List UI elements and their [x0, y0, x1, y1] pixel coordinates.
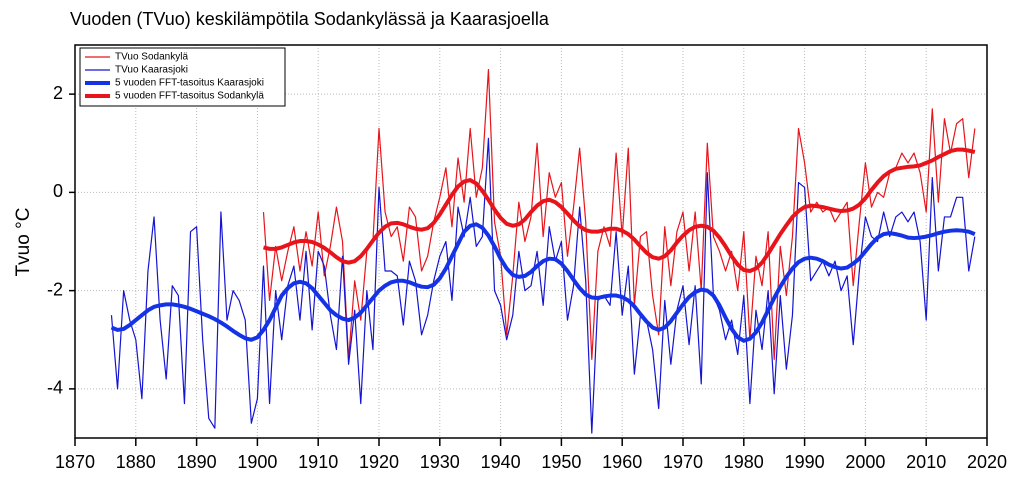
- x-tick-label: 1880: [116, 452, 156, 472]
- legend-box: [79, 47, 286, 107]
- series-line: [262, 68, 976, 360]
- x-tick-label: 1930: [420, 452, 460, 472]
- x-tick-label: 2010: [906, 452, 946, 472]
- legend-label: TVuo Sodankylä: [115, 52, 188, 63]
- axes: 1870 1880 1890 1900 1910 1920 1930 1940 1950 1960…: [47, 83, 1007, 472]
- y-tick-label: -4: [47, 378, 63, 398]
- x-tick-label: 1960: [602, 452, 642, 472]
- y-tick-label: -2: [47, 279, 63, 299]
- legend-label: 5 vuoden FFT-tasoitus Kaarasjoki: [115, 78, 264, 89]
- lines: [110, 68, 976, 434]
- x-tick-label: 2000: [845, 452, 885, 472]
- chart-title: Vuoden (TVuo) keskilämpötila Sodankyläss…: [70, 9, 550, 29]
- series-line: [110, 222, 976, 343]
- x-tick-label: 1970: [663, 452, 703, 472]
- series-line: [110, 137, 976, 434]
- x-tick-label: 1920: [359, 452, 399, 472]
- legend-label: TVuo Kaarasjoki: [115, 65, 188, 76]
- x-tick-label: 1950: [541, 452, 581, 472]
- x-tick-label: 1940: [481, 452, 521, 472]
- x-tick-label: 1990: [785, 452, 825, 472]
- y-tick-label: 2: [53, 83, 63, 103]
- x-tick-label: 1980: [724, 452, 764, 472]
- plot-frame: [74, 44, 988, 439]
- legend: TVuo Sodankylä TVuo Kaarasjoki 5 vuoden FF…: [79, 47, 286, 107]
- x-tick-label: 1870: [55, 452, 95, 472]
- x-tick-label: 1910: [298, 452, 338, 472]
- x-tick-label: 1900: [237, 452, 277, 472]
- x-tick-label: 2020: [967, 452, 1007, 472]
- series-line: [263, 147, 976, 273]
- legend-label: 5 vuoden FFT-tasoitus Sodankylä: [115, 91, 264, 102]
- x-tick-label: 1890: [177, 452, 217, 472]
- y-axis-label: Tvuo °C: [13, 208, 34, 277]
- y-tick-label: 0: [53, 181, 63, 201]
